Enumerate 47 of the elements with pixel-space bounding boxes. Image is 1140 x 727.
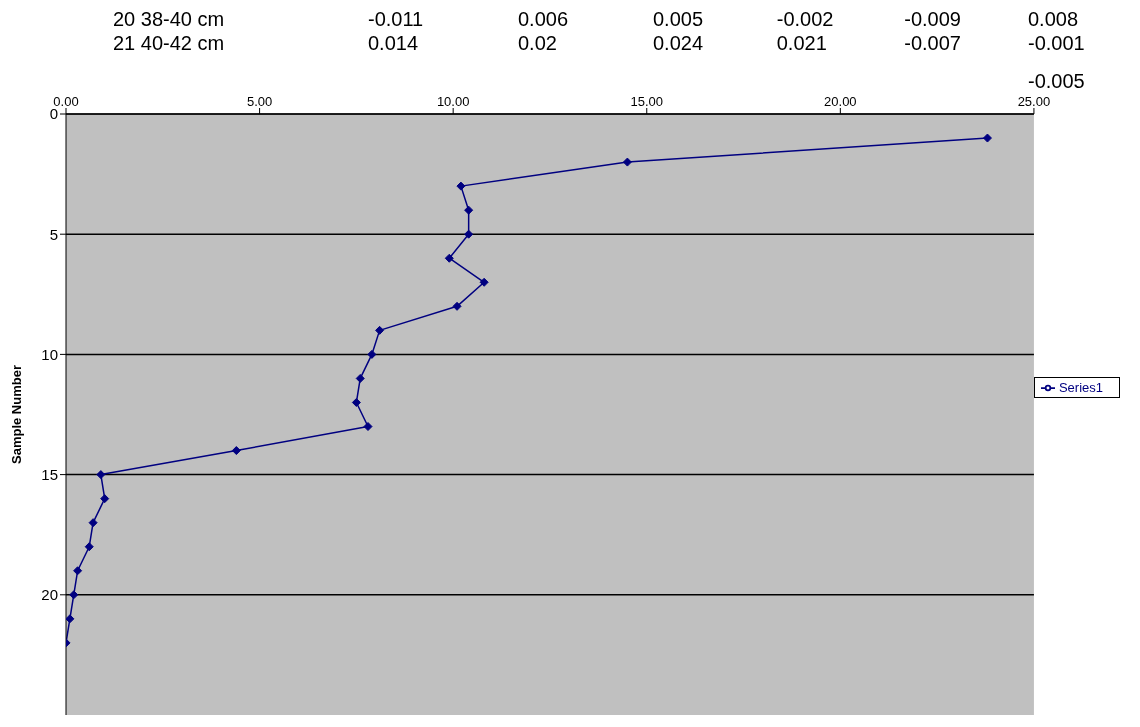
point [351,397,361,407]
y-tick-label: 10 [41,345,58,363]
point [73,566,83,576]
point [66,614,75,624]
text: 0.006 [518,8,569,31]
text: -0.011 [368,8,424,31]
point [355,373,365,383]
text: -0.007 [904,32,961,55]
text: 0.02 [518,32,557,55]
legend-label: Series1 [1058,379,1103,395]
point [464,205,474,215]
point [100,494,110,504]
text: -0.005 [1028,70,1085,93]
point [231,446,241,456]
text: -0.001 [1028,32,1085,55]
point [479,277,489,287]
x-tick-label: 20.00 [824,94,857,109]
point [622,157,632,167]
x-tick-label: 15.00 [630,94,664,109]
text: 0.024 [653,32,704,55]
text: 21 40-42 cm [113,32,225,55]
point [375,325,385,335]
y-tick-label: 5 [49,225,58,243]
text: -0.009 [904,8,961,31]
point [982,133,992,143]
text: 0.005 [653,8,704,31]
point [88,518,98,528]
y-tick-label: 20 [41,586,58,604]
text: -0.002 [776,8,834,31]
y-axis-title: Sample Number [8,365,24,464]
x-tick-label: 25.00 [1017,94,1051,109]
point [367,349,377,359]
point [464,229,474,239]
x-tick-label: 5.00 [246,94,273,109]
point [456,181,466,191]
point [69,590,79,600]
point [84,542,94,552]
point [363,422,373,432]
x-tick-label: 10.00 [436,94,470,109]
point [96,470,106,480]
text: 0.021 [776,32,827,55]
text: 0.014 [368,32,419,55]
text: 20 38-40 cm [113,8,225,31]
point [444,253,454,263]
y-tick-label: 15 [41,465,58,483]
point [452,301,462,311]
text: 0.008 [1028,8,1079,31]
